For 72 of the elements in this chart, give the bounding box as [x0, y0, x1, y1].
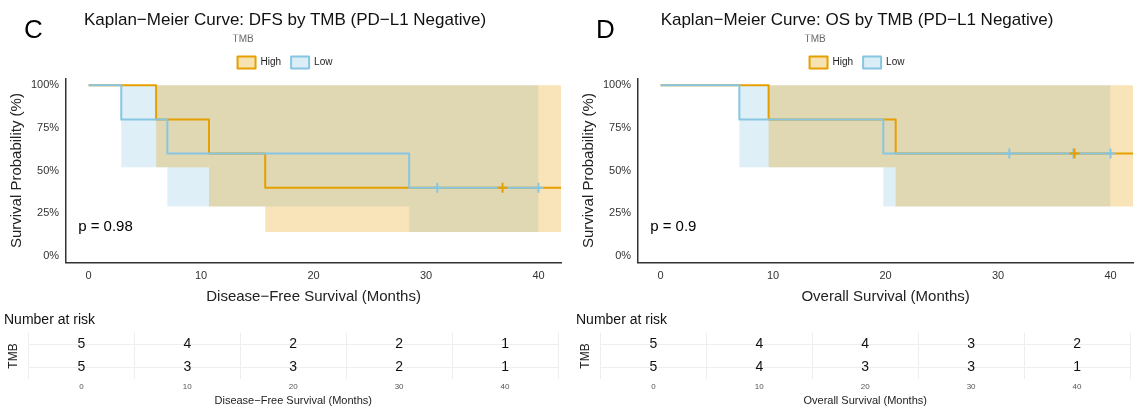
data-label: 5 — [649, 358, 658, 375]
chart-title: Number at risk — [4, 311, 97, 328]
data-label: 1 — [1073, 358, 1082, 375]
data-label: 5 — [77, 358, 86, 375]
data-label: 1 — [501, 335, 510, 352]
x-tick-label: 20 — [879, 269, 892, 282]
chart-title: Number at risk — [576, 311, 669, 328]
x-axis-title: Disease−Free Survival (Months) — [214, 394, 372, 407]
x-axis-title: Overall Survival (Months) — [801, 287, 970, 305]
x-tick-label: 40 — [1104, 269, 1117, 282]
x-tick-label: 40 — [500, 382, 511, 392]
data-label: 5 — [77, 335, 86, 352]
text: C — [24, 14, 43, 44]
data-label: 3 — [183, 358, 192, 375]
x-tick-label: 0 — [651, 382, 657, 392]
x-tick-label: 10 — [182, 382, 193, 392]
y-tick-label: 25% — [609, 206, 632, 219]
y-tick-label: 100% — [602, 78, 632, 91]
x-tick-label: 30 — [419, 269, 433, 282]
data-label: 3 — [967, 335, 976, 352]
data-label: 2 — [395, 358, 404, 375]
legend-label: Low — [886, 56, 906, 68]
x-tick-label: 10 — [754, 382, 765, 392]
y-tick-label: 50% — [37, 163, 60, 176]
legend-title: TMB — [232, 33, 254, 45]
legend-title: TMB — [804, 33, 826, 45]
data-label: 3 — [289, 358, 298, 375]
x-tick-label: 10 — [766, 269, 780, 282]
x-tick-label: 30 — [394, 382, 405, 392]
x-tick-label: 20 — [860, 382, 871, 392]
data-label: 4 — [755, 358, 764, 375]
data-label: 3 — [861, 358, 870, 375]
x-tick-label: 20 — [288, 382, 299, 392]
y-tick-label: 25% — [37, 206, 60, 219]
data-label: 2 — [395, 335, 404, 352]
chart-title: Kaplan−Meier Curve: DFS by TMB (PD−L1 Negative) — [83, 9, 487, 29]
data-label: 1 — [501, 358, 510, 375]
y-axis-title: TMB — [577, 343, 592, 369]
y-tick-label: 75% — [609, 120, 632, 133]
legend-label: Low — [314, 56, 334, 68]
data-label: 4 — [755, 335, 764, 352]
annotation: p = 0.9 — [650, 216, 697, 234]
data-label: 4 — [183, 335, 192, 352]
y-tick-label: 0% — [615, 249, 632, 261]
y-tick-label: 0% — [43, 249, 60, 261]
y-axis-title: TMB — [5, 343, 20, 369]
y-tick-label: 50% — [609, 163, 632, 176]
y-axis-title: Survival Probability (%) — [7, 93, 25, 249]
legend-label: High — [260, 56, 282, 68]
data-label: 3 — [967, 358, 976, 375]
legend-label: High — [832, 56, 854, 68]
x-axis-title: Disease−Free Survival (Months) — [206, 287, 421, 305]
x-tick-label: 30 — [991, 269, 1005, 282]
x-tick-label: 40 — [1072, 382, 1083, 392]
x-tick-label: 20 — [307, 269, 320, 282]
y-tick-label: 100% — [30, 78, 60, 91]
annotation: p = 0.98 — [78, 216, 133, 234]
data-label: 5 — [649, 335, 658, 352]
y-tick-label: 75% — [37, 120, 60, 133]
data-label: 4 — [861, 335, 870, 352]
x-tick-label: 10 — [194, 269, 208, 282]
y-axis-title: Survival Probability (%) — [579, 93, 597, 249]
text: D — [596, 14, 615, 44]
x-tick-label: 30 — [966, 382, 977, 392]
x-axis-title: Overall Survival (Months) — [803, 394, 927, 407]
data-label: 2 — [1073, 335, 1082, 352]
x-tick-label: 0 — [79, 382, 85, 392]
data-label: 2 — [289, 335, 298, 352]
x-tick-label: 0 — [85, 269, 92, 282]
chart-title: Kaplan−Meier Curve: OS by TMB (PD−L1 Negative) — [660, 9, 1054, 29]
x-tick-label: 40 — [532, 269, 545, 282]
x-tick-label: 0 — [657, 269, 664, 282]
